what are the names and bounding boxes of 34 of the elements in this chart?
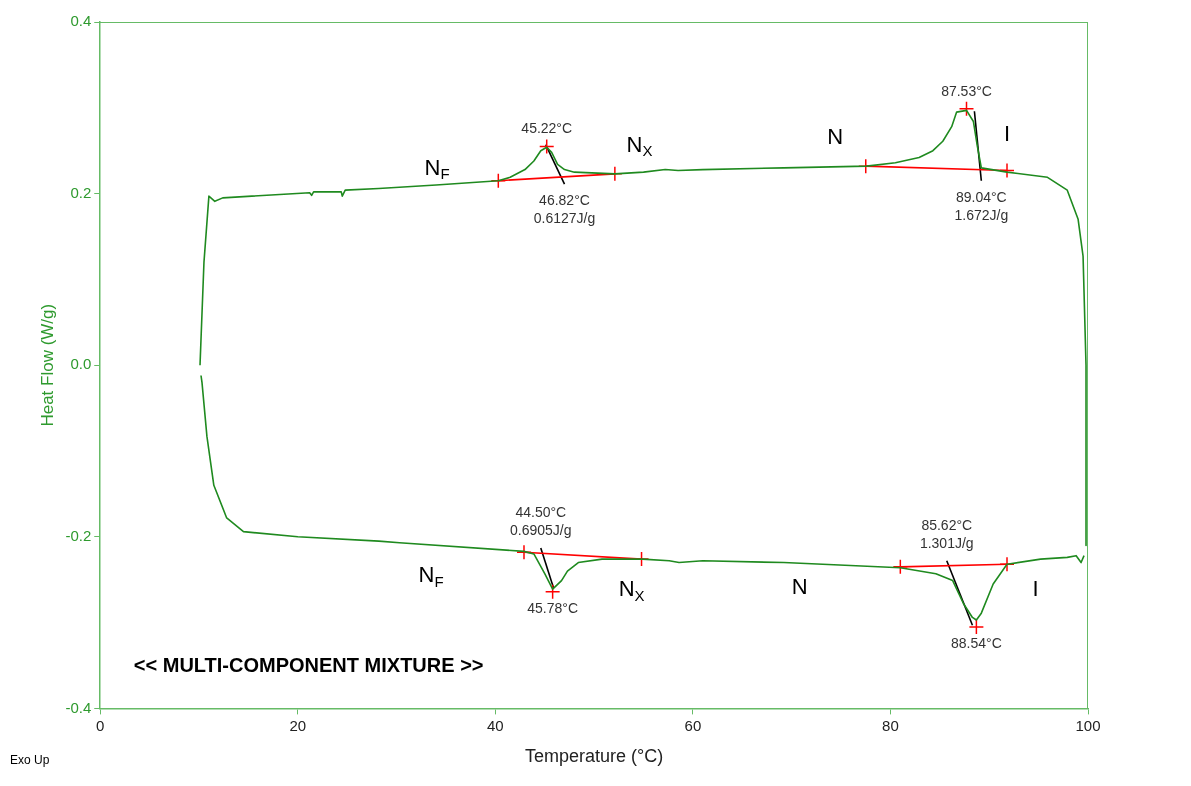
x-tick-label: 60 bbox=[684, 716, 702, 734]
point bbox=[958, 100, 975, 117]
x-tick-label: 0 bbox=[96, 716, 105, 734]
point bbox=[999, 162, 1015, 179]
x-tick-label: 40 bbox=[487, 716, 504, 734]
annotation: 87.53°C bbox=[941, 82, 992, 99]
annotation: 45.78°C bbox=[527, 599, 579, 616]
y-tick-label: 0.0 bbox=[70, 355, 92, 373]
text: Exo Up bbox=[10, 752, 50, 767]
annotation: << MULTI-COMPONENT MIXTURE >> bbox=[133, 653, 484, 676]
point bbox=[999, 556, 1015, 573]
point bbox=[538, 138, 555, 155]
annotation: N bbox=[791, 574, 808, 600]
annotation: 85.62°C 1.301J/g bbox=[919, 516, 974, 551]
point bbox=[968, 619, 985, 635]
annotation: 46.82°C 0.6127J/g bbox=[533, 192, 596, 227]
point bbox=[544, 583, 561, 600]
x-tick-label: 100 bbox=[1075, 716, 1101, 734]
annotation: 89.04°C 1.672J/g bbox=[954, 188, 1009, 223]
y-tick-label: -0.4 bbox=[65, 698, 92, 716]
x-tick-label: 80 bbox=[882, 716, 899, 734]
point bbox=[892, 559, 909, 575]
annotation: 88.54°C bbox=[951, 634, 1002, 651]
annotation: 44.50°C 0.6905J/g bbox=[510, 503, 572, 538]
x-tick-label: 20 bbox=[289, 716, 307, 734]
annotation: N bbox=[827, 123, 844, 149]
y-tick-label: 0.4 bbox=[70, 12, 92, 30]
annotation: 45.22°C bbox=[521, 120, 573, 137]
x-axis-title: Temperature (°C) bbox=[525, 746, 664, 767]
annotation: I bbox=[1032, 576, 1039, 602]
y-tick-label: -0.2 bbox=[65, 526, 92, 544]
y-tick-label: 0.2 bbox=[70, 183, 92, 201]
annotation: I bbox=[1003, 121, 1011, 147]
y-axis-title: Heat Flow (W/g) bbox=[37, 303, 57, 427]
